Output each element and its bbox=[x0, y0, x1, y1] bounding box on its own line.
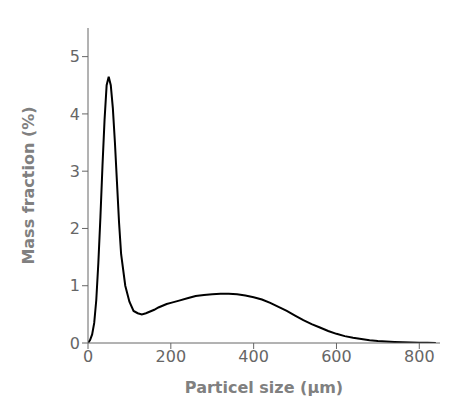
svg-text:400: 400 bbox=[238, 347, 269, 366]
svg-text:5: 5 bbox=[70, 47, 80, 66]
svg-text:1: 1 bbox=[70, 276, 80, 295]
svg-text:600: 600 bbox=[321, 347, 352, 366]
svg-text:Mass fraction (%): Mass fraction (%) bbox=[19, 106, 38, 264]
svg-text:4: 4 bbox=[70, 105, 80, 124]
svg-text:2: 2 bbox=[70, 219, 80, 238]
svg-text:200: 200 bbox=[156, 347, 187, 366]
svg-text:0: 0 bbox=[70, 334, 80, 353]
svg-text:0: 0 bbox=[83, 347, 93, 366]
svg-text:Particel size (μm): Particel size (μm) bbox=[185, 378, 343, 397]
svg-text:3: 3 bbox=[70, 162, 80, 181]
svg-text:800: 800 bbox=[404, 347, 435, 366]
